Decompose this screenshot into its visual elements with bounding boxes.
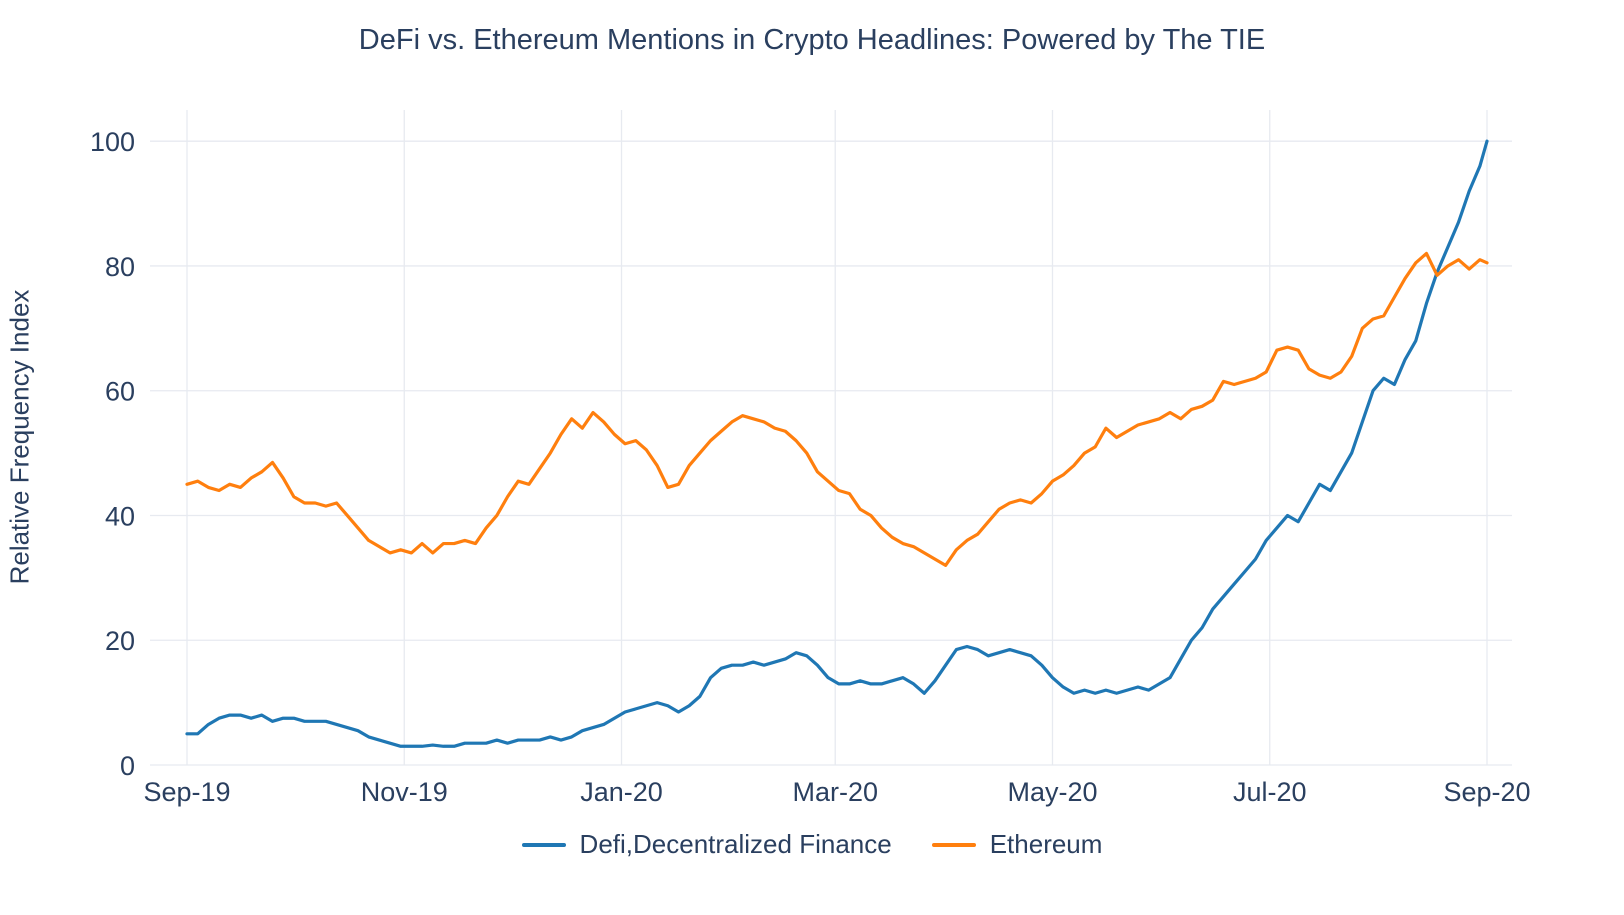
chart-title: DeFi vs. Ethereum Mentions in Crypto Hea…: [358, 24, 1266, 56]
x-tick-label: Mar-20: [792, 777, 878, 807]
defi-line-swatch-icon: [521, 842, 566, 847]
ethereum-line: [185, 251, 1489, 567]
y-tick-label: 40: [105, 501, 135, 531]
x-tick-label: Nov-19: [361, 777, 448, 807]
x-tick-label: Jan-20: [580, 777, 663, 807]
y-tick-label: 0: [120, 751, 135, 781]
legend: Defi,Decentralized Finance Ethereum: [0, 829, 1624, 860]
y-tick-label: 20: [105, 626, 135, 656]
x-tick-label: Jul-20: [1233, 777, 1307, 807]
defi-line: [185, 139, 1489, 748]
legend-item-defi[interactable]: Defi,Decentralized Finance: [521, 829, 892, 860]
ethereum-line-swatch-icon: [931, 842, 976, 847]
y-tick-label: 60: [105, 377, 135, 407]
y-tick-label: 80: [105, 252, 135, 282]
x-tick-label: May-20: [1007, 777, 1097, 807]
legend-label-defi: Defi,Decentralized Finance: [579, 829, 892, 859]
x-tick-label: Sep-20: [1443, 777, 1530, 807]
legend-item-ethereum[interactable]: Ethereum: [931, 829, 1103, 860]
legend-label-ethereum: Ethereum: [989, 829, 1103, 859]
y-tick-label: 100: [90, 127, 135, 157]
x-tick-label: Sep-19: [143, 777, 230, 807]
